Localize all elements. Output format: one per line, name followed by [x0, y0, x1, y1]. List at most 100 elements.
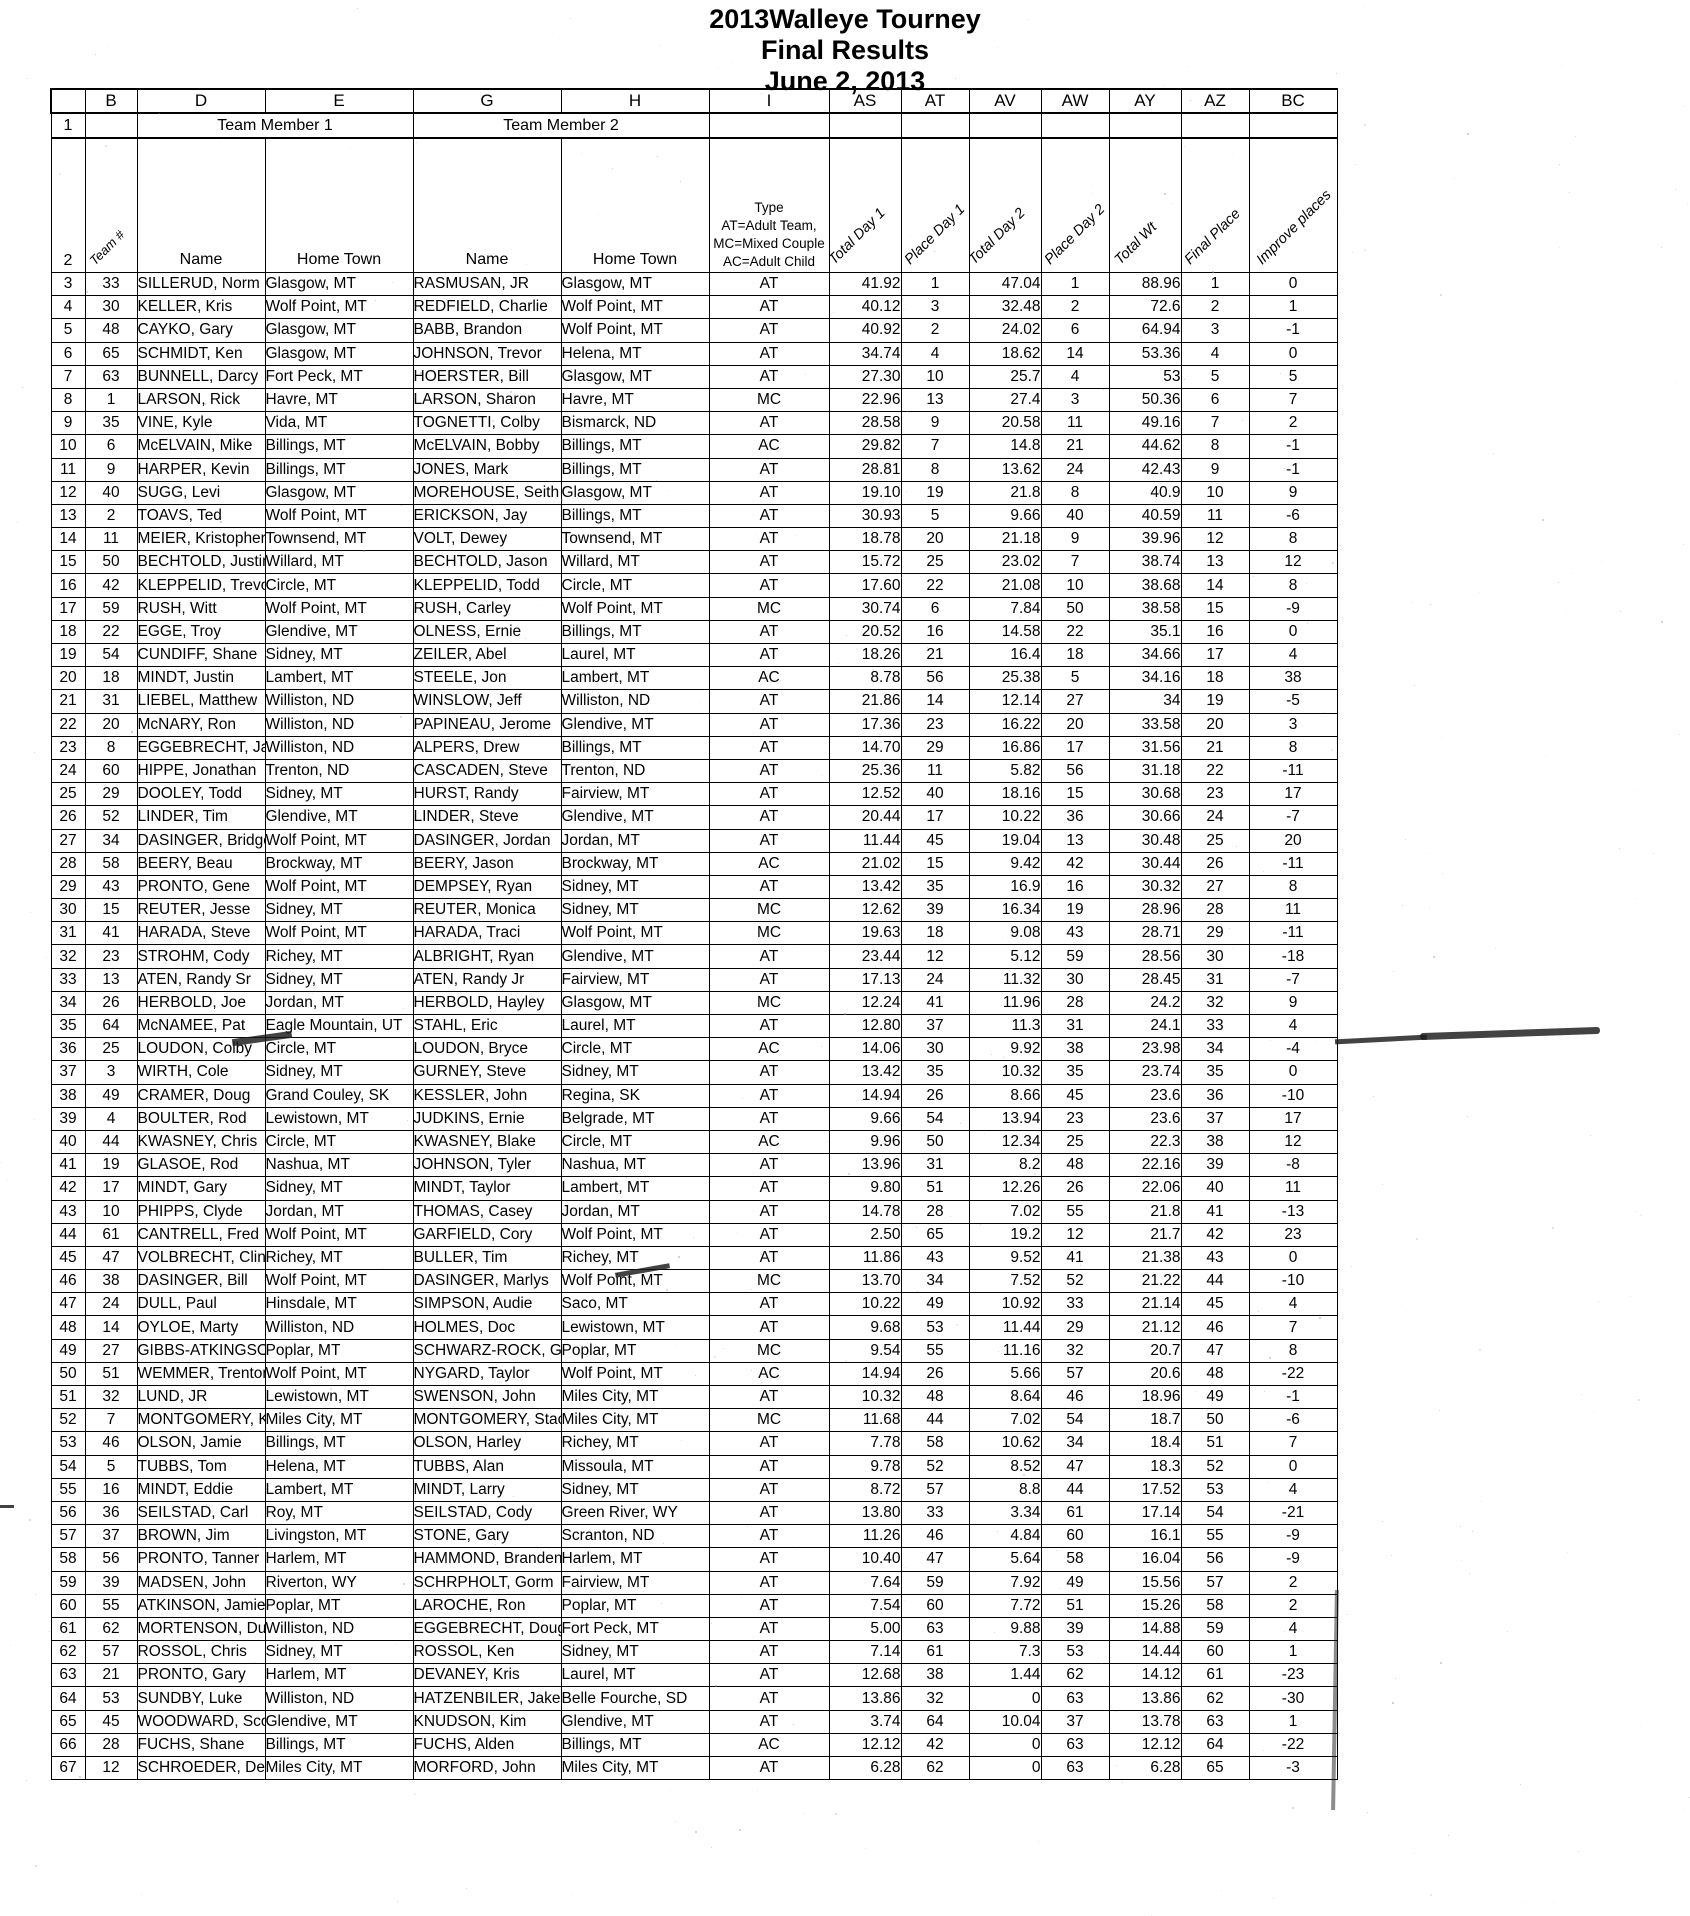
column-header-h[interactable]: H — [560, 88, 710, 114]
cell-name-2[interactable]: KLEPPELID, Todd — [412, 573, 562, 598]
cell-final-place[interactable]: 37 — [1180, 1106, 1250, 1131]
cell-hometown-1[interactable]: Billings, MT — [264, 434, 414, 459]
cell-place-day-1[interactable]: 6 — [900, 596, 970, 621]
cell-total-day-2[interactable]: 11.3 — [968, 1013, 1042, 1039]
cell-hometown-1[interactable]: Helena, MT — [264, 1454, 414, 1479]
cell-name-2[interactable]: JOHNSON, Trevor — [412, 341, 562, 366]
cell-total-day-1[interactable]: 9.68 — [828, 1315, 902, 1340]
cell-improve-places[interactable]: 12 — [1248, 1129, 1338, 1155]
cell-name-2[interactable]: ROSSOL, Ken — [412, 1640, 562, 1665]
cell-total-day-1[interactable]: 30.74 — [828, 596, 902, 621]
cell-name-1[interactable]: KWASNEY, Chris — [136, 1129, 266, 1155]
cell-team-number[interactable]: 30 — [84, 295, 138, 320]
cell-type[interactable]: AT — [708, 1593, 830, 1618]
cell-total-day-1[interactable]: 41.92 — [828, 271, 902, 297]
row-number[interactable]: 52 — [50, 1408, 86, 1433]
cell-improve-places[interactable]: 8 — [1248, 527, 1338, 552]
cell-improve-places[interactable]: 4 — [1248, 1013, 1338, 1039]
cell-name-1[interactable]: LOUDON, Colby — [136, 1037, 266, 1062]
cell-final-place[interactable]: 14 — [1180, 573, 1250, 598]
cell-type[interactable]: AC — [708, 1129, 830, 1155]
cell-team-number[interactable]: 60 — [84, 758, 138, 784]
cell-total-weight[interactable]: 6.28 — [1108, 1755, 1182, 1781]
cell-hometown-2[interactable]: Belgrade, MT — [560, 1106, 710, 1131]
cell-place-day-2[interactable]: 10 — [1040, 573, 1110, 598]
cell-place-day-2[interactable]: 34 — [1040, 1431, 1110, 1456]
cell-total-day-2[interactable]: 11.44 — [968, 1315, 1042, 1340]
cell-name-1[interactable]: MINDT, Justin — [136, 666, 266, 691]
cell-final-place[interactable]: 22 — [1180, 758, 1250, 784]
cell-hometown-1[interactable]: Billings, MT — [264, 457, 414, 482]
cell-name-2[interactable]: ATEN, Randy Jr — [412, 967, 562, 992]
cell-type[interactable]: AT — [708, 1755, 830, 1781]
cell-place-day-2[interactable]: 45 — [1040, 1083, 1110, 1108]
cell-final-place[interactable]: 60 — [1180, 1640, 1250, 1665]
row-number[interactable]: 57 — [50, 1524, 86, 1549]
cell-name-1[interactable]: STROHM, Cody — [136, 944, 266, 969]
cell-place-day-1[interactable]: 10 — [900, 364, 970, 389]
cell-total-day-2[interactable]: 47.04 — [968, 271, 1042, 297]
cell-final-place[interactable]: 5 — [1180, 364, 1250, 389]
cell-total-day-2[interactable]: 9.66 — [968, 503, 1042, 529]
cell-improve-places[interactable]: 9 — [1248, 480, 1338, 505]
cell-total-weight[interactable]: 30.68 — [1108, 782, 1182, 807]
cell-total-weight[interactable]: 28.45 — [1108, 967, 1182, 992]
cell-place-day-1[interactable]: 29 — [900, 735, 970, 760]
cell-hometown-1[interactable]: Lewistown, MT — [264, 1106, 414, 1131]
cell-place-day-1[interactable]: 24 — [900, 967, 970, 992]
cell-hometown-1[interactable]: Jordan, MT — [264, 990, 414, 1016]
cell-name-1[interactable]: LARSON, Rick — [136, 387, 266, 413]
cell-hometown-1[interactable]: Williston, ND — [264, 1315, 414, 1340]
cell-final-place[interactable]: 52 — [1180, 1454, 1250, 1479]
cell-hometown-1[interactable]: Glasgow, MT — [264, 341, 414, 366]
table-row[interactable]: 15 50 BECHTOLD, Justin Willard, MT BECHTOLD,… — [50, 550, 1338, 575]
cell-place-day-1[interactable]: 2 — [900, 318, 970, 343]
column-header-b[interactable]: B — [84, 88, 138, 114]
cell-total-weight[interactable]: 17.14 — [1108, 1500, 1182, 1526]
cell-team-number[interactable]: 48 — [84, 318, 138, 343]
cell-total-day-2[interactable]: 8.64 — [968, 1384, 1042, 1410]
cell-total-day-2[interactable]: 5.82 — [968, 758, 1042, 784]
cell-team-number[interactable]: 22 — [84, 619, 138, 645]
cell-place-day-2[interactable]: 61 — [1040, 1500, 1110, 1526]
cell-total-day-1[interactable]: 27.30 — [828, 364, 902, 389]
cell-type[interactable]: AT — [708, 271, 830, 297]
cell-place-day-1[interactable]: 16 — [900, 619, 970, 645]
cell-total-day-1[interactable]: 23.44 — [828, 944, 902, 969]
cell-improve-places[interactable]: 3 — [1248, 712, 1338, 737]
table-row[interactable]: 53 46 OLSON, Jamie Billings, MT OLSON, Harle… — [50, 1431, 1338, 1456]
cell-total-day-1[interactable]: 13.42 — [828, 1060, 902, 1085]
cell-place-day-2[interactable]: 39 — [1040, 1616, 1110, 1642]
cell-final-place[interactable]: 29 — [1180, 921, 1250, 946]
cell-name-1[interactable]: LIEBEL, Matthew — [136, 689, 266, 714]
table-row[interactable]: 60 55 ATKINSON, Jamie Poplar, MT LAROCHE, Ro… — [50, 1593, 1338, 1618]
cell-final-place[interactable]: 35 — [1180, 1060, 1250, 1085]
cell-name-1[interactable]: HERBOLD, Joe — [136, 990, 266, 1016]
cell-place-day-2[interactable]: 50 — [1040, 596, 1110, 621]
cell-hometown-2[interactable]: Wolf Point, MT — [560, 1269, 710, 1294]
cell-final-place[interactable]: 54 — [1180, 1500, 1250, 1526]
cell-hometown-1[interactable]: Sidney, MT — [264, 1060, 414, 1085]
cell-name-1[interactable]: DULL, Paul — [136, 1292, 266, 1317]
cell-name-1[interactable]: REUTER, Jesse — [136, 898, 266, 923]
cell-place-day-1[interactable]: 35 — [900, 874, 970, 900]
row-number[interactable]: 53 — [50, 1431, 86, 1456]
cell-place-day-2[interactable]: 18 — [1040, 642, 1110, 668]
cell-name-1[interactable]: BROWN, Jim — [136, 1524, 266, 1549]
row-number[interactable]: 42 — [50, 1176, 86, 1201]
table-row[interactable]: 41 19 GLASOE, Rod Nashua, MT JOHNSON, Tyler N… — [50, 1153, 1338, 1178]
cell-total-day-1[interactable]: 12.52 — [828, 782, 902, 807]
cell-total-weight[interactable]: 23.98 — [1108, 1037, 1182, 1062]
cell-total-weight[interactable]: 24.1 — [1108, 1013, 1182, 1039]
cell-name-1[interactable]: PRONTO, Gary — [136, 1663, 266, 1688]
cell-type[interactable]: MC — [708, 921, 830, 946]
cell-hometown-2[interactable]: Havre, MT — [560, 387, 710, 413]
cell-name-1[interactable]: CAYKO, Gary — [136, 318, 266, 343]
table-row[interactable]: 32 23 STROHM, Cody Richey, MT ALBRIGHT, Ryan… — [50, 944, 1338, 969]
cell-name-1[interactable]: SCHMIDT, Ken — [136, 341, 266, 366]
cell-place-day-1[interactable]: 11 — [900, 758, 970, 784]
cell-hometown-2[interactable]: Trenton, ND — [560, 758, 710, 784]
cell-team-number[interactable]: 18 — [84, 666, 138, 691]
cell-type[interactable]: MC — [708, 1408, 830, 1433]
cell-name-2[interactable]: McELVAIN, Bobby — [412, 434, 562, 459]
